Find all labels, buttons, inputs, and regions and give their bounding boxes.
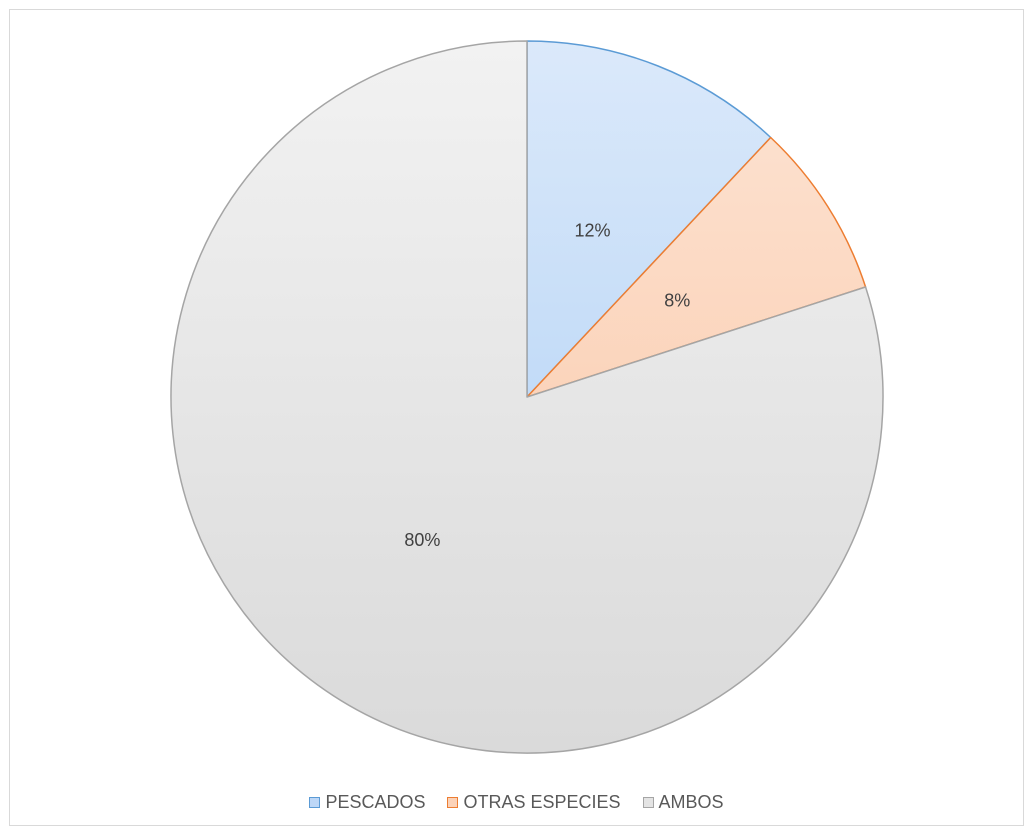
legend-label-otras-especies: OTRAS ESPECIES xyxy=(463,792,621,812)
pie-slices xyxy=(170,40,884,754)
legend-swatch-pescados xyxy=(309,797,321,808)
legend-item-pescados: PESCADOS xyxy=(309,792,425,813)
pie-data-labels: 12% 8% 80% xyxy=(404,220,690,550)
data-label-pescados: 12% xyxy=(574,220,610,240)
legend-label-pescados: PESCADOS xyxy=(325,792,426,812)
chart-legend: PESCADOS OTRAS ESPECIES AMBOS xyxy=(10,792,1023,813)
legend-swatch-otras-especies xyxy=(447,797,459,808)
legend-item-otras-especies: OTRAS ESPECIES xyxy=(447,792,621,813)
pie-slice-pescados xyxy=(526,40,772,398)
data-label-otras-especies: 8% xyxy=(664,290,690,310)
legend-label-ambos: AMBOS xyxy=(658,792,724,812)
legend-item-ambos: AMBOS xyxy=(642,792,724,813)
data-label-ambos: 80% xyxy=(404,530,440,550)
legend-swatch-ambos xyxy=(642,797,654,808)
pie-slice-otras-especies xyxy=(526,136,867,398)
pie-slice-ambos xyxy=(170,40,884,754)
chart-area: 12% 8% 80% PESCADOS OTRAS ESPECIES AMBOS xyxy=(9,9,1024,826)
pie-chart: 12% 8% 80% xyxy=(170,40,884,754)
